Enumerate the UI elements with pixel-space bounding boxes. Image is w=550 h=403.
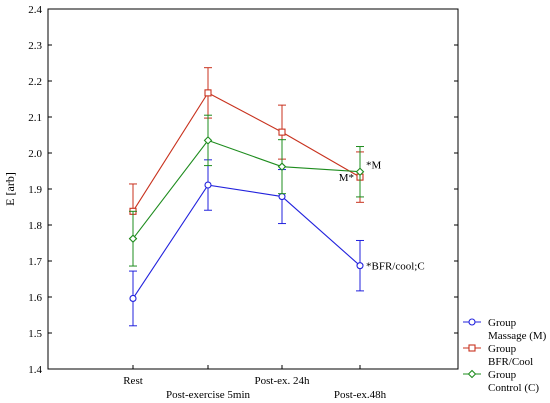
legend-label-line1: Group (488, 369, 517, 381)
series-layer (128, 67, 365, 327)
data-point-diamond (467, 369, 477, 379)
y-tick-label: 1.4 (28, 364, 42, 376)
y-tick-label: 1.5 (28, 328, 42, 340)
y-tick-label: 2.3 (28, 40, 42, 52)
y-tick-label: 1.8 (28, 220, 42, 232)
x-tick-label: Post-ex.48h (334, 389, 387, 401)
data-point-diamond (128, 234, 138, 243)
series-2 (129, 67, 364, 240)
significance-annotation: *BFR/cool;C (366, 261, 425, 273)
series-1 (129, 159, 364, 327)
series-line (132, 92, 361, 212)
series-3 (128, 114, 365, 267)
legend-label-line1: Group (488, 343, 517, 355)
data-point-circle (278, 193, 286, 201)
data-point-diamond (203, 136, 213, 145)
y-tick-label: 2.4 (28, 4, 42, 16)
legend-label-line2: BFR/Cool (488, 356, 533, 368)
y-tick-label: 2.0 (28, 148, 42, 160)
x-tick-label: Rest (123, 375, 143, 387)
data-point-diamond (277, 162, 287, 171)
legend-label-line1: Group (488, 317, 517, 329)
data-point-diamond (355, 167, 365, 176)
annotations: *BFR/cool;C M* *M (339, 160, 425, 273)
data-point-circle (356, 262, 364, 270)
significance-annotation: M* (339, 172, 354, 184)
axes: 1.4 1.5 1.6 1.7 1.8 1.9 2.0 2.1 2.2 2.3 2.4 Rest Pos… (3, 4, 459, 401)
y-tick-label: 1.9 (28, 184, 42, 196)
data-point-circle (468, 318, 476, 326)
y-tick-label: 2.1 (28, 112, 42, 124)
y-tick-label: 1.7 (28, 256, 42, 268)
data-point-circle (129, 294, 137, 302)
data-point-square (278, 128, 286, 136)
legend-label-line2: Control (C) (488, 382, 539, 394)
y-tick-label: 2.2 (28, 76, 42, 88)
y-tick-label: 1.6 (28, 292, 42, 304)
x-tick-label: Post-ex. 24h (255, 375, 311, 387)
significance-annotation: *M (366, 160, 382, 172)
data-point-square (204, 89, 212, 97)
series-line (132, 139, 361, 240)
y-axis-label: E [arb] (3, 172, 17, 206)
plot-frame (47, 8, 459, 370)
legend-label-line2: Massage (M) (488, 330, 547, 342)
data-point-circle (204, 181, 212, 189)
x-tick-label: Post-exercise 5min (166, 389, 251, 401)
data-point-square (468, 344, 476, 352)
series-line (132, 184, 361, 299)
